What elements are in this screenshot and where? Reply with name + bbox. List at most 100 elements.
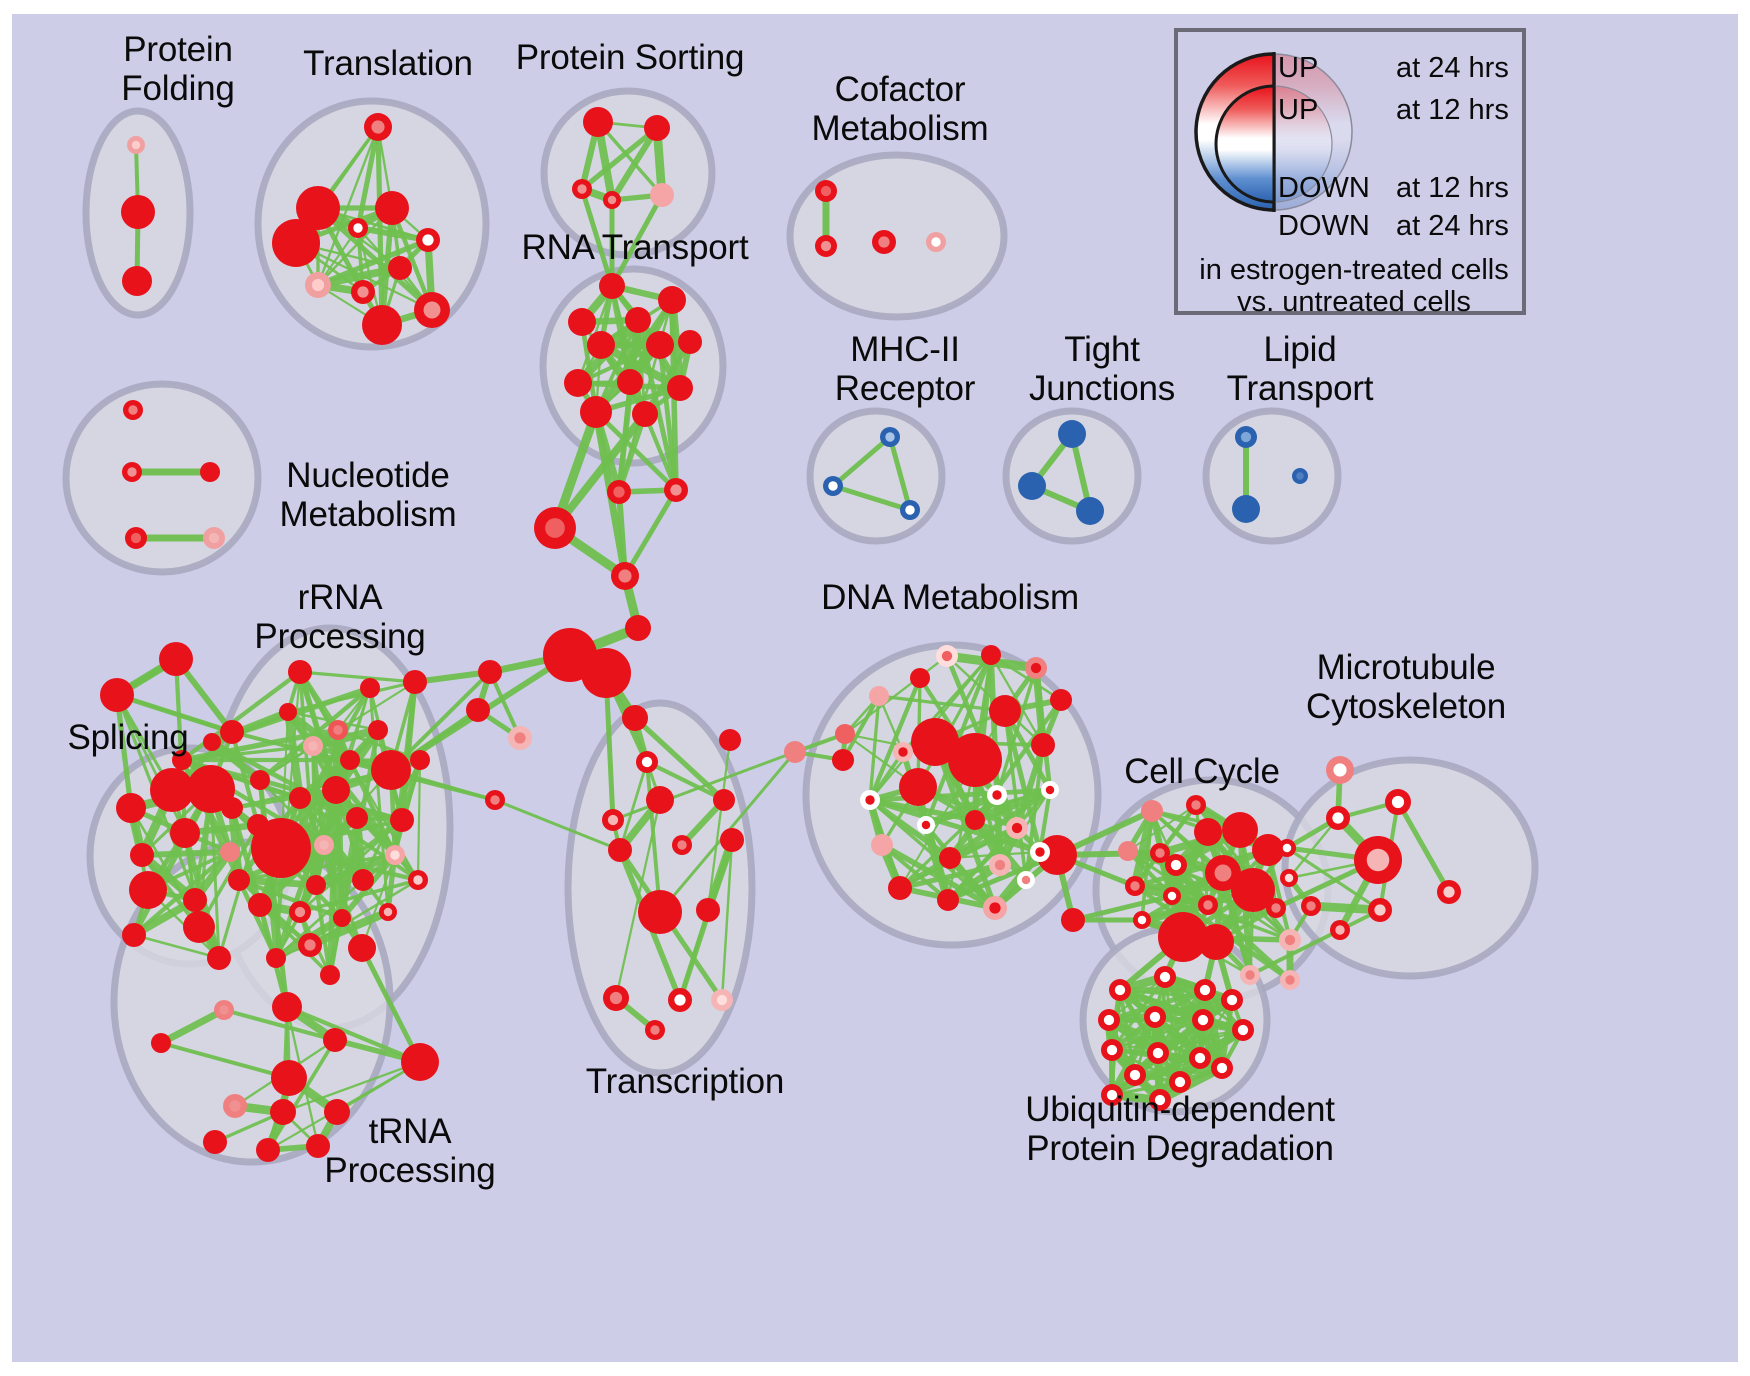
- network-node[interactable]: [989, 695, 1021, 727]
- network-node[interactable]: [587, 331, 615, 359]
- network-node[interactable]: [220, 720, 244, 744]
- network-node[interactable]: [983, 896, 1007, 920]
- network-node[interactable]: [251, 818, 311, 878]
- network-node[interactable]: [1050, 689, 1072, 711]
- network-node[interactable]: [306, 875, 326, 895]
- network-node[interactable]: [203, 733, 221, 751]
- network-node[interactable]: [272, 219, 320, 267]
- network-node[interactable]: [599, 273, 625, 299]
- network-node[interactable]: [416, 228, 440, 252]
- network-node[interactable]: [871, 834, 893, 856]
- network-node[interactable]: [314, 835, 334, 855]
- network-node[interactable]: [129, 871, 167, 909]
- network-node[interactable]: [668, 988, 692, 1012]
- network-node[interactable]: [572, 179, 592, 199]
- network-node[interactable]: [948, 733, 1002, 787]
- network-node[interactable]: [266, 948, 286, 968]
- network-node[interactable]: [1124, 1064, 1146, 1086]
- network-node[interactable]: [645, 1020, 665, 1040]
- network-node[interactable]: [200, 462, 220, 482]
- network-node[interactable]: [1058, 420, 1086, 448]
- network-node[interactable]: [784, 741, 806, 763]
- network-node[interactable]: [1211, 1057, 1233, 1079]
- network-node[interactable]: [1101, 1084, 1123, 1106]
- network-node[interactable]: [1301, 896, 1321, 916]
- network-node[interactable]: [869, 686, 889, 706]
- network-node[interactable]: [340, 750, 360, 770]
- network-node[interactable]: [306, 1134, 330, 1158]
- network-node[interactable]: [170, 818, 200, 848]
- network-node[interactable]: [303, 736, 323, 756]
- network-node[interactable]: [611, 562, 639, 590]
- network-node[interactable]: [1232, 1019, 1254, 1041]
- network-node[interactable]: [1025, 657, 1047, 679]
- network-node[interactable]: [987, 785, 1007, 805]
- network-node[interactable]: [1240, 965, 1260, 985]
- network-node[interactable]: [1101, 1039, 1123, 1061]
- network-node[interactable]: [333, 909, 351, 927]
- network-node[interactable]: [1154, 966, 1176, 988]
- network-node[interactable]: [1385, 789, 1411, 815]
- network-node[interactable]: [1158, 912, 1208, 962]
- network-node[interactable]: [379, 903, 397, 921]
- network-node[interactable]: [364, 113, 392, 141]
- network-node[interactable]: [250, 770, 270, 790]
- network-node[interactable]: [1169, 1071, 1191, 1093]
- network-node[interactable]: [823, 476, 843, 496]
- network-node[interactable]: [1125, 876, 1145, 896]
- network-node[interactable]: [1330, 920, 1350, 940]
- network-node[interactable]: [1194, 818, 1222, 846]
- network-node[interactable]: [965, 810, 985, 830]
- network-node[interactable]: [602, 809, 624, 831]
- network-node[interactable]: [832, 749, 854, 771]
- network-node[interactable]: [638, 890, 682, 934]
- network-node[interactable]: [646, 331, 674, 359]
- network-node[interactable]: [159, 642, 193, 676]
- network-node[interactable]: [658, 286, 686, 314]
- network-node[interactable]: [711, 989, 733, 1011]
- network-node[interactable]: [183, 911, 215, 943]
- network-node[interactable]: [1018, 472, 1046, 500]
- network-node[interactable]: [664, 478, 688, 502]
- network-node[interactable]: [608, 838, 632, 862]
- network-node[interactable]: [880, 427, 900, 447]
- network-node[interactable]: [1278, 839, 1296, 857]
- network-node[interactable]: [214, 1000, 234, 1020]
- network-node[interactable]: [296, 186, 340, 230]
- network-node[interactable]: [1252, 834, 1284, 866]
- network-node[interactable]: [1198, 895, 1218, 915]
- network-node[interactable]: [580, 396, 612, 428]
- network-node[interactable]: [271, 1060, 307, 1096]
- network-node[interactable]: [1165, 854, 1187, 876]
- network-node[interactable]: [1150, 843, 1170, 863]
- network-node[interactable]: [478, 660, 502, 684]
- network-node[interactable]: [305, 272, 331, 298]
- network-node[interactable]: [1235, 426, 1257, 448]
- network-node[interactable]: [696, 898, 720, 922]
- network-node[interactable]: [362, 305, 402, 345]
- network-node[interactable]: [172, 750, 192, 770]
- network-node[interactable]: [368, 720, 388, 740]
- network-node[interactable]: [288, 660, 312, 684]
- network-node[interactable]: [403, 670, 427, 694]
- network-node[interactable]: [410, 750, 430, 770]
- network-node[interactable]: [298, 933, 322, 957]
- network-node[interactable]: [228, 869, 250, 891]
- network-node[interactable]: [583, 107, 613, 137]
- network-node[interactable]: [1149, 1089, 1171, 1111]
- network-node[interactable]: [388, 256, 412, 280]
- network-node[interactable]: [508, 726, 532, 750]
- network-node[interactable]: [1041, 781, 1059, 799]
- network-node[interactable]: [667, 375, 693, 401]
- network-node[interactable]: [324, 1099, 350, 1125]
- network-node[interactable]: [385, 845, 405, 865]
- network-node[interactable]: [625, 307, 651, 333]
- network-node[interactable]: [122, 923, 146, 947]
- network-node[interactable]: [1147, 1042, 1169, 1064]
- network-node[interactable]: [289, 901, 311, 923]
- network-node[interactable]: [122, 266, 152, 296]
- network-node[interactable]: [888, 876, 912, 900]
- network-node[interactable]: [939, 847, 961, 869]
- network-node[interactable]: [564, 369, 592, 397]
- network-node[interactable]: [860, 790, 880, 810]
